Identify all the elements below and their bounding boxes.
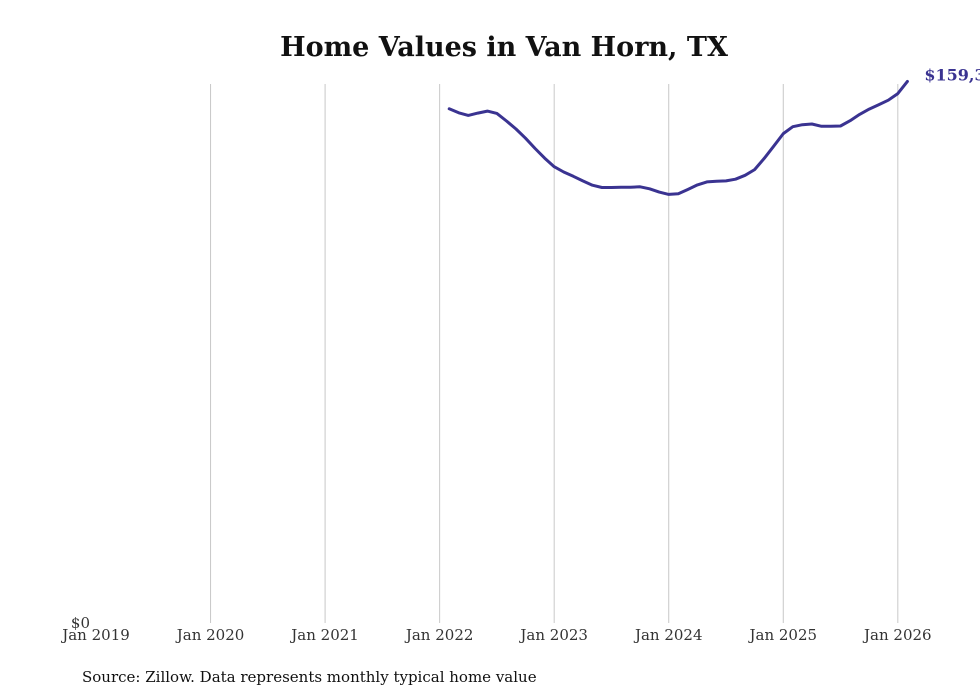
y-tick-labels: $0	[71, 614, 90, 632]
x-tick-label: Jan 2022	[404, 626, 474, 644]
x-tick-label: Jan 2025	[747, 626, 817, 644]
x-tick-label: Jan 2021	[289, 626, 359, 644]
series-line	[447, 79, 909, 196]
end-value-label: $159,330	[924, 65, 980, 84]
y-tick-label: $0	[71, 614, 90, 632]
grid-lines	[210, 84, 899, 623]
series-lines	[447, 79, 909, 196]
x-tick-label: Jan 2019	[60, 626, 130, 644]
x-tick-label: Jan 2024	[633, 626, 703, 644]
x-tick-label: Jan 2020	[175, 626, 245, 644]
x-tick-labels: Jan 2019 Jan 2020 Jan 2021 Jan 2022 Jan 2023…	[60, 626, 931, 644]
chart-source: Source: Zillow. Data represents monthly …	[82, 668, 537, 686]
chart-title: Home Values in Van Horn, TX	[280, 32, 728, 63]
x-tick-label: Jan 2023	[518, 626, 588, 644]
end-labels: $159,330	[924, 65, 980, 84]
x-tick-label: Jan 2026	[862, 626, 932, 644]
